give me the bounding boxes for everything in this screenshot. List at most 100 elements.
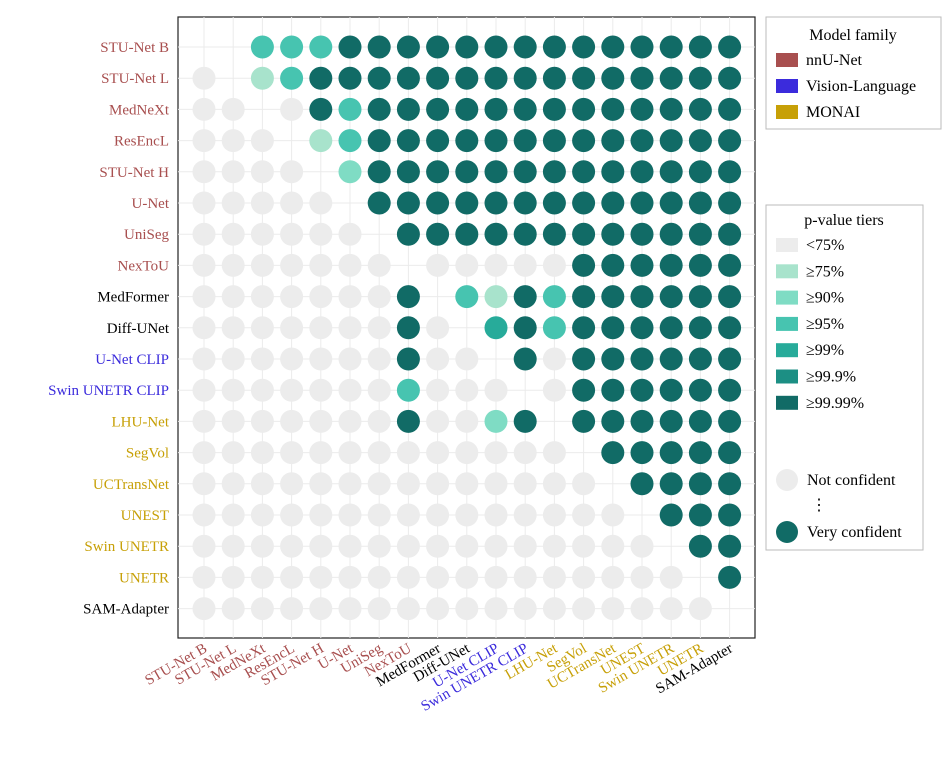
- dot-uctransnet-vs-stu-net-h: [309, 472, 333, 496]
- dot-uniseg-vs-resencl: [280, 222, 304, 246]
- dot-uniseg-vs-unetr: [688, 222, 712, 246]
- legend-not-confident-label: Not confident: [807, 472, 896, 489]
- dot-u-net-vs-stu-net-h: [309, 191, 333, 215]
- dot-stu-net-b-vs-stu-net-h: [309, 35, 333, 59]
- dot-unetr-vs-stu-net-h: [309, 565, 333, 589]
- dot-stu-net-l-vs-stu-net-h: [309, 66, 333, 90]
- dot-stu-net-b-vs-swin-unetr-clip: [513, 35, 537, 59]
- dot-resencl-vs-unetr: [688, 129, 712, 153]
- dot-segvol-vs-uniseg: [367, 441, 391, 465]
- dot-stu-net-h-vs-nextou: [396, 160, 420, 184]
- dot-u-net-vs-swin-unetr: [659, 191, 683, 215]
- dot-resencl-vs-unest: [630, 129, 654, 153]
- dot-mednext-vs-sam-adapter: [718, 97, 742, 121]
- legend-dots: ⋮: [811, 497, 827, 514]
- dot-diff-unet-vs-uniseg: [367, 316, 391, 340]
- dot-u-net-clip-vs-resencl: [280, 347, 304, 371]
- dot-stu-net-l-vs-uctransnet: [601, 66, 625, 90]
- dot-nextou-vs-unetr: [688, 253, 712, 277]
- dot-u-net-clip-vs-u-net: [338, 347, 362, 371]
- dot-swin-unetr-clip-vs-stu-net-l: [221, 378, 245, 402]
- dot-uniseg-vs-diff-unet: [455, 222, 479, 246]
- dot-diff-unet-vs-stu-net-b: [192, 316, 216, 340]
- dot-unetr-vs-u-net: [338, 565, 362, 589]
- dot-stu-net-l-vs-u-net-clip: [484, 66, 508, 90]
- legend-pvalue-label: <75%: [806, 237, 844, 254]
- y-tick-label: SAM-Adapter: [83, 602, 169, 618]
- y-tick-label: NexToU: [118, 258, 170, 274]
- dot-diff-unet-vs-sam-adapter: [718, 316, 742, 340]
- dot-medformer-vs-sam-adapter: [718, 285, 742, 309]
- dot-u-net-clip-vs-unest: [630, 347, 654, 371]
- dot-diff-unet-vs-segvol: [572, 316, 596, 340]
- dot-diff-unet-vs-unest: [630, 316, 654, 340]
- dot-swin-unetr-clip-vs-medformer: [426, 378, 450, 402]
- dot-nextou-vs-u-net: [338, 253, 362, 277]
- dot-unest-vs-stu-net-h: [309, 503, 333, 527]
- dot-diff-unet-vs-stu-net-l: [221, 316, 245, 340]
- dot-segvol-vs-medformer: [426, 441, 450, 465]
- dot-unetr-vs-swin-unetr: [659, 565, 683, 589]
- legend-family-label: nnU-Net: [806, 52, 863, 69]
- dot-unest-vs-segvol: [572, 503, 596, 527]
- dot-stu-net-h-vs-resencl: [280, 160, 304, 184]
- dot-mednext-vs-lhu-net: [542, 97, 566, 121]
- legend-pvalue-label: ≥90%: [806, 290, 844, 307]
- dot-lhu-net-vs-mednext: [250, 409, 274, 433]
- dot-segvol-vs-uctransnet: [601, 441, 625, 465]
- dot-lhu-net-vs-medformer: [426, 409, 450, 433]
- dot-u-net-clip-vs-sam-adapter: [718, 347, 742, 371]
- dot-stu-net-b-vs-diff-unet: [455, 35, 479, 59]
- dot-uctransnet-vs-mednext: [250, 472, 274, 496]
- y-tick-label: LHU-Net: [112, 414, 170, 430]
- dot-uniseg-vs-nextou: [396, 222, 420, 246]
- dot-resencl-vs-diff-unet: [455, 129, 479, 153]
- dot-sam-adapter-vs-unetr: [688, 597, 712, 621]
- dot-swin-unetr-clip-vs-mednext: [250, 378, 274, 402]
- dot-u-net-clip-vs-lhu-net: [542, 347, 566, 371]
- dot-segvol-vs-nextou: [396, 441, 420, 465]
- dot-u-net-vs-unetr: [688, 191, 712, 215]
- dot-mednext-vs-uniseg: [367, 97, 391, 121]
- dot-uctransnet-vs-diff-unet: [455, 472, 479, 496]
- dot-diff-unet-vs-stu-net-h: [309, 316, 333, 340]
- dot-stu-net-h-vs-medformer: [426, 160, 450, 184]
- dot-medformer-vs-uctransnet: [601, 285, 625, 309]
- dot-stu-net-b-vs-u-net-clip: [484, 35, 508, 59]
- dot-uniseg-vs-stu-net-b: [192, 222, 216, 246]
- dot-nextou-vs-uniseg: [367, 253, 391, 277]
- dot-stu-net-b-vs-unetr: [688, 35, 712, 59]
- dot-resencl-vs-segvol: [572, 129, 596, 153]
- dot-stu-net-l-vs-uniseg: [367, 66, 391, 90]
- dot-swin-unetr-vs-u-net: [338, 534, 362, 558]
- dot-unest-vs-nextou: [396, 503, 420, 527]
- dot-unest-vs-medformer: [426, 503, 450, 527]
- dot-uniseg-vs-sam-adapter: [718, 222, 742, 246]
- dot-swin-unetr-vs-diff-unet: [455, 534, 479, 558]
- dot-medformer-vs-unest: [630, 285, 654, 309]
- dot-swin-unetr-vs-swin-unetr-clip: [513, 534, 537, 558]
- dot-stu-net-b-vs-swin-unetr: [659, 35, 683, 59]
- dot-mednext-vs-unetr: [688, 97, 712, 121]
- dot-unest-vs-u-net: [338, 503, 362, 527]
- dot-swin-unetr-clip-vs-stu-net-b: [192, 378, 216, 402]
- dot-medformer-vs-u-net: [338, 285, 362, 309]
- dot-nextou-vs-diff-unet: [455, 253, 479, 277]
- dot-uctransnet-vs-lhu-net: [542, 472, 566, 496]
- dot-uctransnet-vs-stu-net-b: [192, 472, 216, 496]
- dot-segvol-vs-lhu-net: [542, 441, 566, 465]
- dot-u-net-vs-uniseg: [367, 191, 391, 215]
- dot-uniseg-vs-stu-net-l: [221, 222, 245, 246]
- legend-not-confident-dot: [776, 469, 798, 491]
- dot-u-net-vs-lhu-net: [542, 191, 566, 215]
- legend-pvalue-label: ≥75%: [806, 263, 844, 280]
- dot-mednext-vs-stu-net-b: [192, 97, 216, 121]
- dot-stu-net-l-vs-swin-unetr: [659, 66, 683, 90]
- dot-stu-net-l-vs-medformer: [426, 66, 450, 90]
- dot-uctransnet-vs-sam-adapter: [718, 472, 742, 496]
- dot-u-net-vs-diff-unet: [455, 191, 479, 215]
- dot-resencl-vs-medformer: [426, 129, 450, 153]
- dot-nextou-vs-sam-adapter: [718, 253, 742, 277]
